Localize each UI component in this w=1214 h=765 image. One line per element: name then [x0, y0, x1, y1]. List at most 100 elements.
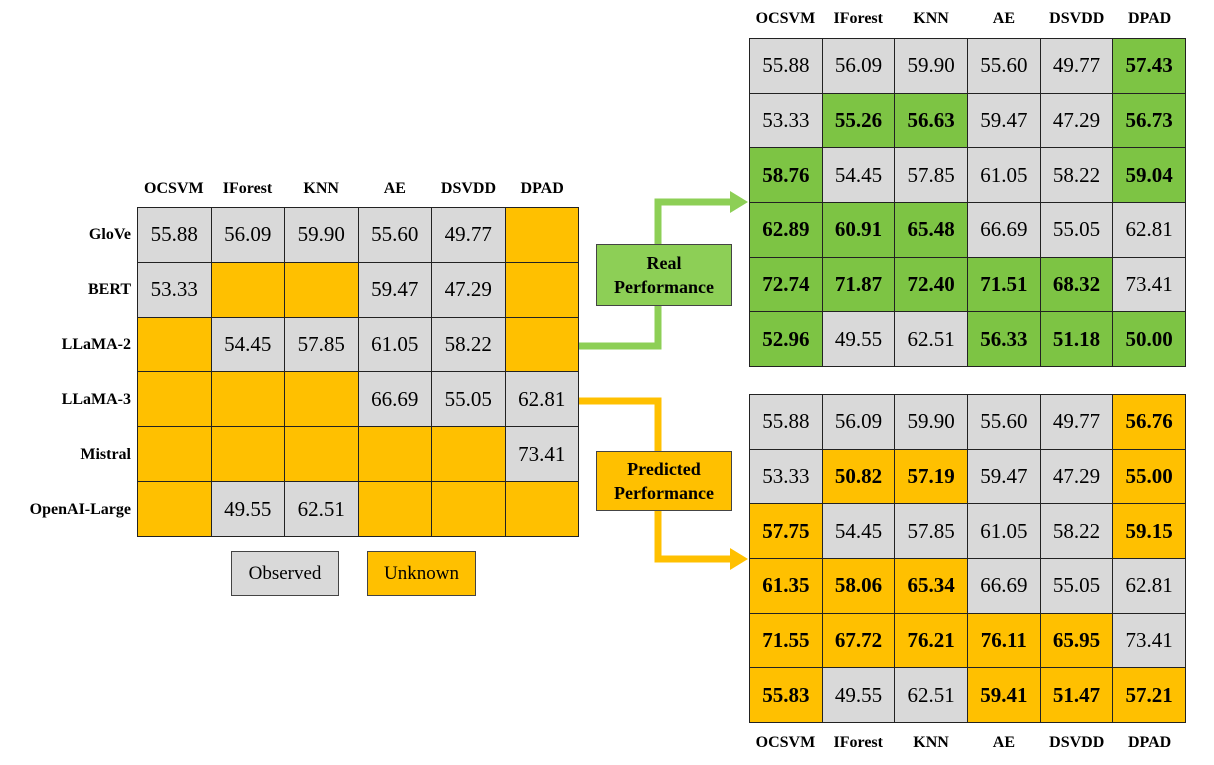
predicted-cell: 76.21 [895, 613, 967, 668]
input-cell [138, 427, 211, 482]
input-cell: 47.29 [432, 262, 505, 317]
predicted-cell: 61.05 [967, 504, 1040, 558]
input-cell [432, 482, 505, 536]
predicted-cell: 76.11 [967, 613, 1040, 668]
input-header-ocsvm: OCSVM [144, 180, 204, 197]
real-cell: 52.96 [750, 312, 822, 366]
predicted-header-knn: KNN [913, 734, 949, 751]
real-cell: 56.73 [1113, 93, 1185, 148]
input-cell: 73.41 [505, 427, 578, 482]
predicted-header-dpad: DPAD [1127, 734, 1172, 751]
input-cell [358, 427, 431, 482]
input-header-ae: AE [383, 180, 406, 197]
input-cell [138, 317, 211, 372]
predicted-cell: 57.75 [750, 504, 822, 558]
real-cell: 53.33 [750, 93, 822, 148]
real-cell: 56.63 [895, 93, 967, 148]
real-cell: 60.91 [822, 203, 895, 257]
input-cell: 59.47 [358, 262, 431, 317]
predicted-cell: 49.77 [1040, 395, 1113, 449]
real-performance-label: Real Performance [596, 244, 732, 306]
real-performance-matrix: 55.88 56.09 59.90 55.60 49.77 57.43 53.33 55.26… [749, 38, 1186, 367]
real-cell: 62.89 [750, 203, 822, 257]
predicted-header-dsvdd: DSVDD [1049, 734, 1105, 751]
real-cell: 71.51 [967, 257, 1040, 312]
predicted-cell: 57.21 [1113, 668, 1185, 722]
input-cell [505, 482, 578, 536]
real-cell: 59.90 [895, 39, 967, 93]
row-label-bert: BERT [87, 281, 131, 298]
predicted-cell: 53.33 [750, 449, 822, 504]
predicted-header-ocsvm: OCSVM [755, 734, 816, 751]
predicted-cell: 59.47 [967, 449, 1040, 504]
real-cell: 59.47 [967, 93, 1040, 148]
predicted-arrow-head [730, 548, 748, 570]
real-cell: 51.18 [1040, 312, 1113, 366]
input-cell [505, 317, 578, 372]
predicted-cell: 55.05 [1040, 559, 1113, 613]
predicted-cell: 67.72 [822, 613, 895, 668]
input-cell [138, 482, 211, 536]
real-cell: 49.77 [1040, 39, 1113, 93]
predicted-cell: 62.81 [1113, 559, 1185, 613]
predicted-performance-matrix: 55.88 56.09 59.90 55.60 49.77 56.76 53.33 50.82… [749, 394, 1186, 723]
input-cell: 55.60 [358, 208, 431, 262]
input-matrix: 55.88 56.09 59.90 55.60 49.77 53.33 59.47 47.29… [137, 207, 579, 537]
row-label-mistral: Mistral [80, 446, 131, 463]
real-cell: 62.51 [895, 312, 967, 366]
predicted-cell: 55.88 [750, 395, 822, 449]
input-cell [138, 372, 211, 427]
real-cell: 57.85 [895, 148, 967, 202]
real-cell: 66.69 [967, 203, 1040, 257]
input-cell: 66.69 [358, 372, 431, 427]
input-cell [285, 372, 358, 427]
real-header-knn: KNN [913, 10, 949, 27]
real-cell: 73.41 [1113, 257, 1185, 312]
input-cell: 58.22 [432, 317, 505, 372]
real-cell: 47.29 [1040, 93, 1113, 148]
real-cell: 72.40 [895, 257, 967, 312]
input-cell: 56.09 [211, 208, 284, 262]
predicted-performance-label: Predicted Performance [596, 451, 732, 511]
predicted-cell: 62.51 [895, 668, 967, 722]
predicted-cell: 56.76 [1113, 395, 1185, 449]
real-arrow-head [730, 191, 748, 213]
input-cell [211, 372, 284, 427]
real-cell: 55.05 [1040, 203, 1113, 257]
real-cell: 68.32 [1040, 257, 1113, 312]
input-cell [505, 262, 578, 317]
real-header-iforest: IForest [833, 10, 883, 27]
input-cell [432, 427, 505, 482]
predicted-cell: 58.06 [822, 559, 895, 613]
input-cell: 61.05 [358, 317, 431, 372]
input-cell: 59.90 [285, 208, 358, 262]
input-cell: 54.45 [211, 317, 284, 372]
predicted-cell: 47.29 [1040, 449, 1113, 504]
real-cell: 55.60 [967, 39, 1040, 93]
input-header-knn: KNN [303, 180, 339, 197]
input-cell [285, 427, 358, 482]
legend-unknown: Unknown [367, 551, 476, 596]
predicted-cell: 55.83 [750, 668, 822, 722]
real-cell: 57.43 [1113, 39, 1185, 93]
predicted-header-ae: AE [992, 734, 1016, 751]
input-cell: 55.05 [432, 372, 505, 427]
predicted-cell: 56.09 [822, 395, 895, 449]
input-cell: 62.81 [505, 372, 578, 427]
input-cell: 53.33 [138, 262, 211, 317]
real-cell: 55.88 [750, 39, 822, 93]
real-header-ocsvm: OCSVM [755, 10, 816, 27]
real-cell: 59.04 [1113, 148, 1185, 202]
predicted-cell: 59.90 [895, 395, 967, 449]
predicted-cell: 59.15 [1113, 504, 1185, 558]
input-header-iforest: IForest [222, 180, 273, 197]
real-cell: 62.81 [1113, 203, 1185, 257]
row-label-glove: GloVe [88, 226, 131, 243]
input-cell [358, 482, 431, 536]
predicted-cell: 58.22 [1040, 504, 1113, 558]
predicted-cell: 50.82 [822, 449, 895, 504]
predicted-cell: 65.95 [1040, 613, 1113, 668]
real-cell: 49.55 [822, 312, 895, 366]
predicted-header-iforest: IForest [833, 734, 883, 751]
input-cell: 57.85 [285, 317, 358, 372]
